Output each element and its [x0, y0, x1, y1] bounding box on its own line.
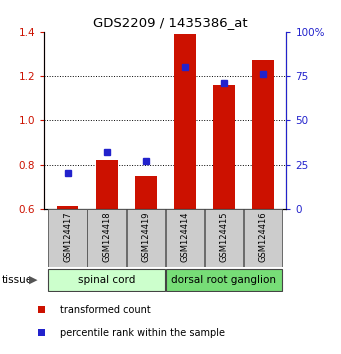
- Bar: [205, 209, 243, 267]
- Text: GSM124414: GSM124414: [180, 212, 189, 262]
- Text: percentile rank within the sample: percentile rank within the sample: [60, 328, 225, 338]
- Bar: [174, 34, 196, 209]
- Bar: [252, 59, 274, 209]
- Bar: [166, 268, 282, 291]
- Bar: [244, 209, 282, 267]
- Text: ▶: ▶: [29, 275, 37, 285]
- Text: tissue: tissue: [2, 275, 33, 285]
- Text: GDS2209 / 1435386_at: GDS2209 / 1435386_at: [93, 16, 248, 29]
- Text: dorsal root ganglion: dorsal root ganglion: [172, 275, 277, 285]
- Text: GSM124415: GSM124415: [220, 212, 228, 262]
- Bar: [135, 176, 157, 209]
- Text: transformed count: transformed count: [60, 305, 150, 315]
- Bar: [48, 209, 87, 267]
- Bar: [127, 209, 165, 267]
- Bar: [213, 85, 235, 209]
- Text: spinal cord: spinal cord: [78, 275, 135, 285]
- Bar: [57, 206, 78, 209]
- Bar: [166, 209, 204, 267]
- Bar: [48, 268, 165, 291]
- Text: GSM124416: GSM124416: [258, 212, 267, 262]
- Bar: [96, 160, 118, 209]
- Text: GSM124417: GSM124417: [63, 212, 72, 262]
- Text: GSM124419: GSM124419: [142, 212, 150, 262]
- Bar: [88, 209, 126, 267]
- Text: GSM124418: GSM124418: [102, 212, 111, 262]
